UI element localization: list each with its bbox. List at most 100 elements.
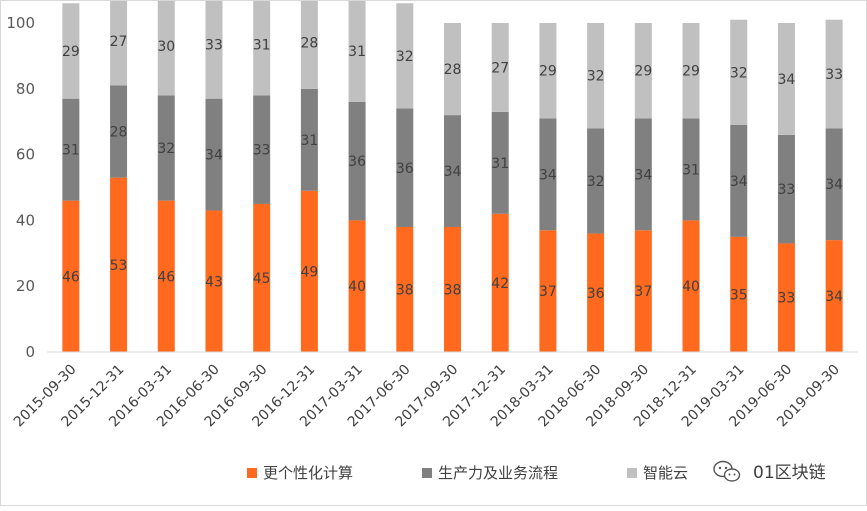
data-label: 36 (587, 286, 605, 302)
data-label: 37 (634, 284, 652, 300)
data-label: 28 (444, 62, 462, 78)
data-label: 29 (682, 64, 700, 80)
bar-segment (110, 0, 128, 86)
data-label: 31 (253, 37, 271, 53)
data-label: 33 (778, 182, 796, 198)
bar-segment (110, 85, 128, 178)
bar-segment (777, 23, 795, 135)
data-label: 42 (491, 276, 509, 292)
bar-segment (634, 23, 652, 119)
data-label: 32 (587, 174, 605, 190)
data-label: 34 (778, 72, 796, 88)
data-label: 29 (634, 64, 652, 80)
data-label: 36 (348, 154, 366, 170)
bar-segment (205, 0, 223, 99)
data-label: 33 (778, 291, 796, 307)
data-label: 32 (157, 141, 175, 157)
bar-segment (157, 0, 175, 96)
bar-segment (539, 118, 557, 231)
bar-segment (539, 23, 557, 119)
bar-segment (110, 177, 128, 352)
bar-segment (587, 23, 605, 129)
wechat-icon (713, 460, 741, 482)
data-label: 34 (539, 167, 557, 183)
data-label: 31 (62, 143, 80, 159)
data-label: 34 (444, 164, 462, 180)
bar-segment (205, 210, 223, 352)
y-tick-label: 80 (16, 80, 35, 98)
bar-segment (587, 128, 605, 234)
y-tick-label: 20 (16, 277, 35, 295)
data-label: 29 (539, 64, 557, 80)
legend-item: 智能云 (627, 464, 688, 482)
bar-segment (825, 128, 843, 241)
data-label: 49 (300, 264, 318, 280)
data-label: 28 (300, 36, 318, 52)
data-label: 31 (300, 133, 318, 149)
bar-segment (300, 190, 318, 352)
y-axis: 0 20 40 60 80 100 (6, 14, 35, 361)
bar-segment (396, 3, 414, 109)
legend-item: 生产力及业务流程 (422, 464, 558, 482)
data-label: 46 (157, 269, 175, 285)
bar-segment (777, 134, 795, 244)
data-label: 32 (396, 49, 414, 65)
bar-segment (444, 226, 461, 352)
bar-segment (396, 226, 414, 352)
legend-swatch (422, 468, 432, 478)
legend: 更个性化计算 生产力及业务流程 智能云 (247, 464, 688, 482)
bar-segment (444, 115, 461, 227)
bar-segment (682, 220, 700, 352)
y-tick-label: 100 (6, 14, 35, 32)
bar-segment (730, 124, 748, 237)
data-label: 46 (62, 269, 80, 285)
bar-segment (253, 95, 271, 204)
bar-segment (62, 200, 80, 352)
data-label: 37 (539, 284, 557, 300)
data-label: 34 (730, 174, 748, 190)
bar-segment (730, 236, 748, 352)
data-label: 38 (444, 282, 462, 298)
bar-segment (300, 88, 318, 191)
data-label: 28 (110, 125, 128, 141)
bar-segment (300, 0, 318, 89)
legend-item: 更个性化计算 (247, 464, 353, 482)
legend-label: 智能云 (643, 464, 688, 482)
data-label: 40 (682, 279, 700, 295)
bar-segment (348, 0, 366, 102)
data-label: 36 (396, 161, 414, 177)
y-tick-label: 40 (16, 211, 35, 229)
bar-segment (491, 213, 509, 352)
bars: 46 31 29 53 28 27 46 32 30 43 34 33 45 33 31 49 31 28 40 36… (62, 0, 843, 352)
data-label: 27 (110, 34, 128, 50)
data-label: 33 (825, 67, 843, 83)
bar-segment (634, 118, 652, 231)
data-label: 34 (825, 177, 843, 193)
bar-segment (157, 200, 175, 352)
data-label: 32 (587, 69, 605, 85)
data-label: 34 (205, 148, 223, 164)
bar-segment (348, 101, 366, 221)
data-label: 33 (205, 37, 223, 53)
bar-segment (682, 23, 700, 119)
bar-segment (634, 230, 652, 352)
watermark: 01区块链 (713, 460, 826, 483)
data-label: 32 (730, 65, 748, 81)
data-label: 31 (682, 162, 700, 178)
bar-segment (396, 108, 414, 227)
bar-segment (157, 95, 175, 201)
data-label: 40 (348, 279, 366, 295)
data-label: 35 (730, 287, 748, 303)
bar-segment (348, 220, 366, 352)
bar-segment (62, 3, 80, 99)
bar-segment (587, 233, 605, 352)
bar-segment (444, 23, 461, 116)
bar-segment (491, 23, 509, 112)
bar-segment (825, 240, 843, 352)
bar-segment (825, 19, 843, 129)
data-label: 38 (396, 282, 414, 298)
bar-segment (730, 19, 748, 125)
data-label: 33 (253, 143, 271, 159)
bar-segment (777, 243, 795, 352)
